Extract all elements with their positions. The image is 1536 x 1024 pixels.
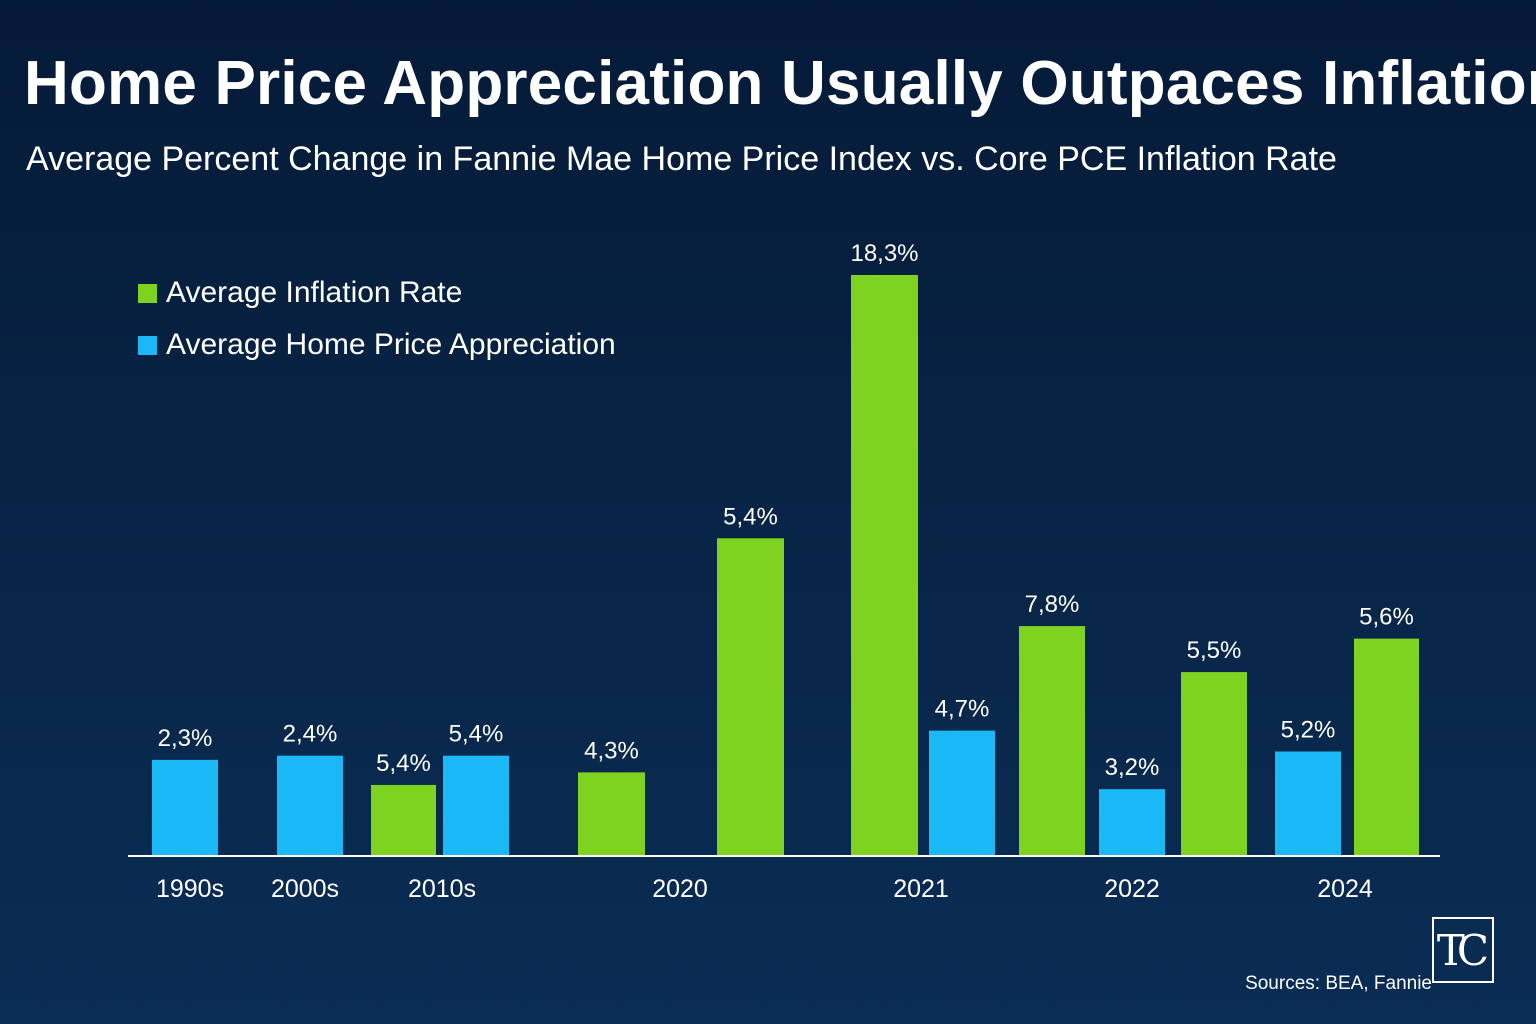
bar-2020-6 [717, 538, 784, 856]
data-label-12: 5,2% [1281, 717, 1336, 744]
bar-2024-12 [1275, 751, 1341, 856]
legend-item-inflation: Average Inflation Rate [138, 274, 616, 312]
x-tick-label-2000s: 2000s [271, 875, 339, 903]
bar-1990s-1 [152, 759, 218, 856]
chart-subtitle: Average Percent Change in Fannie Mae Hom… [26, 140, 1337, 178]
bar-2021-8 [929, 730, 995, 856]
data-label-13: 5,6% [1359, 604, 1414, 631]
data-label-7: 18,3% [850, 240, 918, 267]
x-tick-label-1990s: 1990s [156, 875, 224, 903]
bar-2010s-3 [371, 784, 436, 856]
bar-2020-5 [578, 772, 645, 856]
legend: Average Inflation Rate Average Home Pric… [138, 274, 616, 378]
bar-2024-13 [1354, 638, 1419, 856]
logo-monogram: TC [1436, 925, 1489, 975]
data-label-3: 5,4% [376, 750, 431, 777]
legend-swatch-home-price [138, 335, 157, 355]
data-label-6: 5,4% [723, 503, 778, 530]
data-label-11: 5,5% [1187, 637, 1242, 664]
bar-2022-10 [1099, 789, 1165, 856]
chart-title: Home Price Appreciation Usually Outpaces… [24, 49, 1536, 118]
bar-2010s-4 [443, 755, 509, 856]
x-tick-label-2022: 2022 [1104, 875, 1160, 903]
tc-logo: TC [1432, 917, 1494, 983]
legend-label-home-price: Average Home Price Appreciation [166, 328, 616, 361]
data-label-2: 2,4% [283, 721, 338, 748]
bar-2022-11 [1181, 672, 1247, 856]
x-tick-label-2021: 2021 [893, 875, 949, 903]
data-label-5: 4,3% [584, 737, 639, 764]
data-label-8: 4,7% [935, 696, 990, 723]
x-tick-label-2020: 2020 [652, 875, 708, 903]
bar-2021-7 [851, 274, 918, 857]
legend-swatch-inflation [138, 283, 157, 303]
data-label-1: 2,3% [158, 725, 213, 752]
legend-item-home-price: Average Home Price Appreciation [138, 326, 616, 364]
bar-2000s-2 [277, 755, 343, 856]
bar-2021-9 [1019, 626, 1085, 856]
x-tick-label-2010s: 2010s [408, 875, 476, 903]
data-label-10: 3,2% [1105, 754, 1160, 781]
data-label-4: 5,4% [449, 721, 504, 748]
legend-label-inflation: Average Inflation Rate [166, 276, 463, 309]
x-tick-label-2024: 2024 [1317, 875, 1373, 903]
source-note: Sources: BEA, Fannie [1245, 973, 1432, 994]
data-label-9: 7,8% [1025, 591, 1080, 618]
